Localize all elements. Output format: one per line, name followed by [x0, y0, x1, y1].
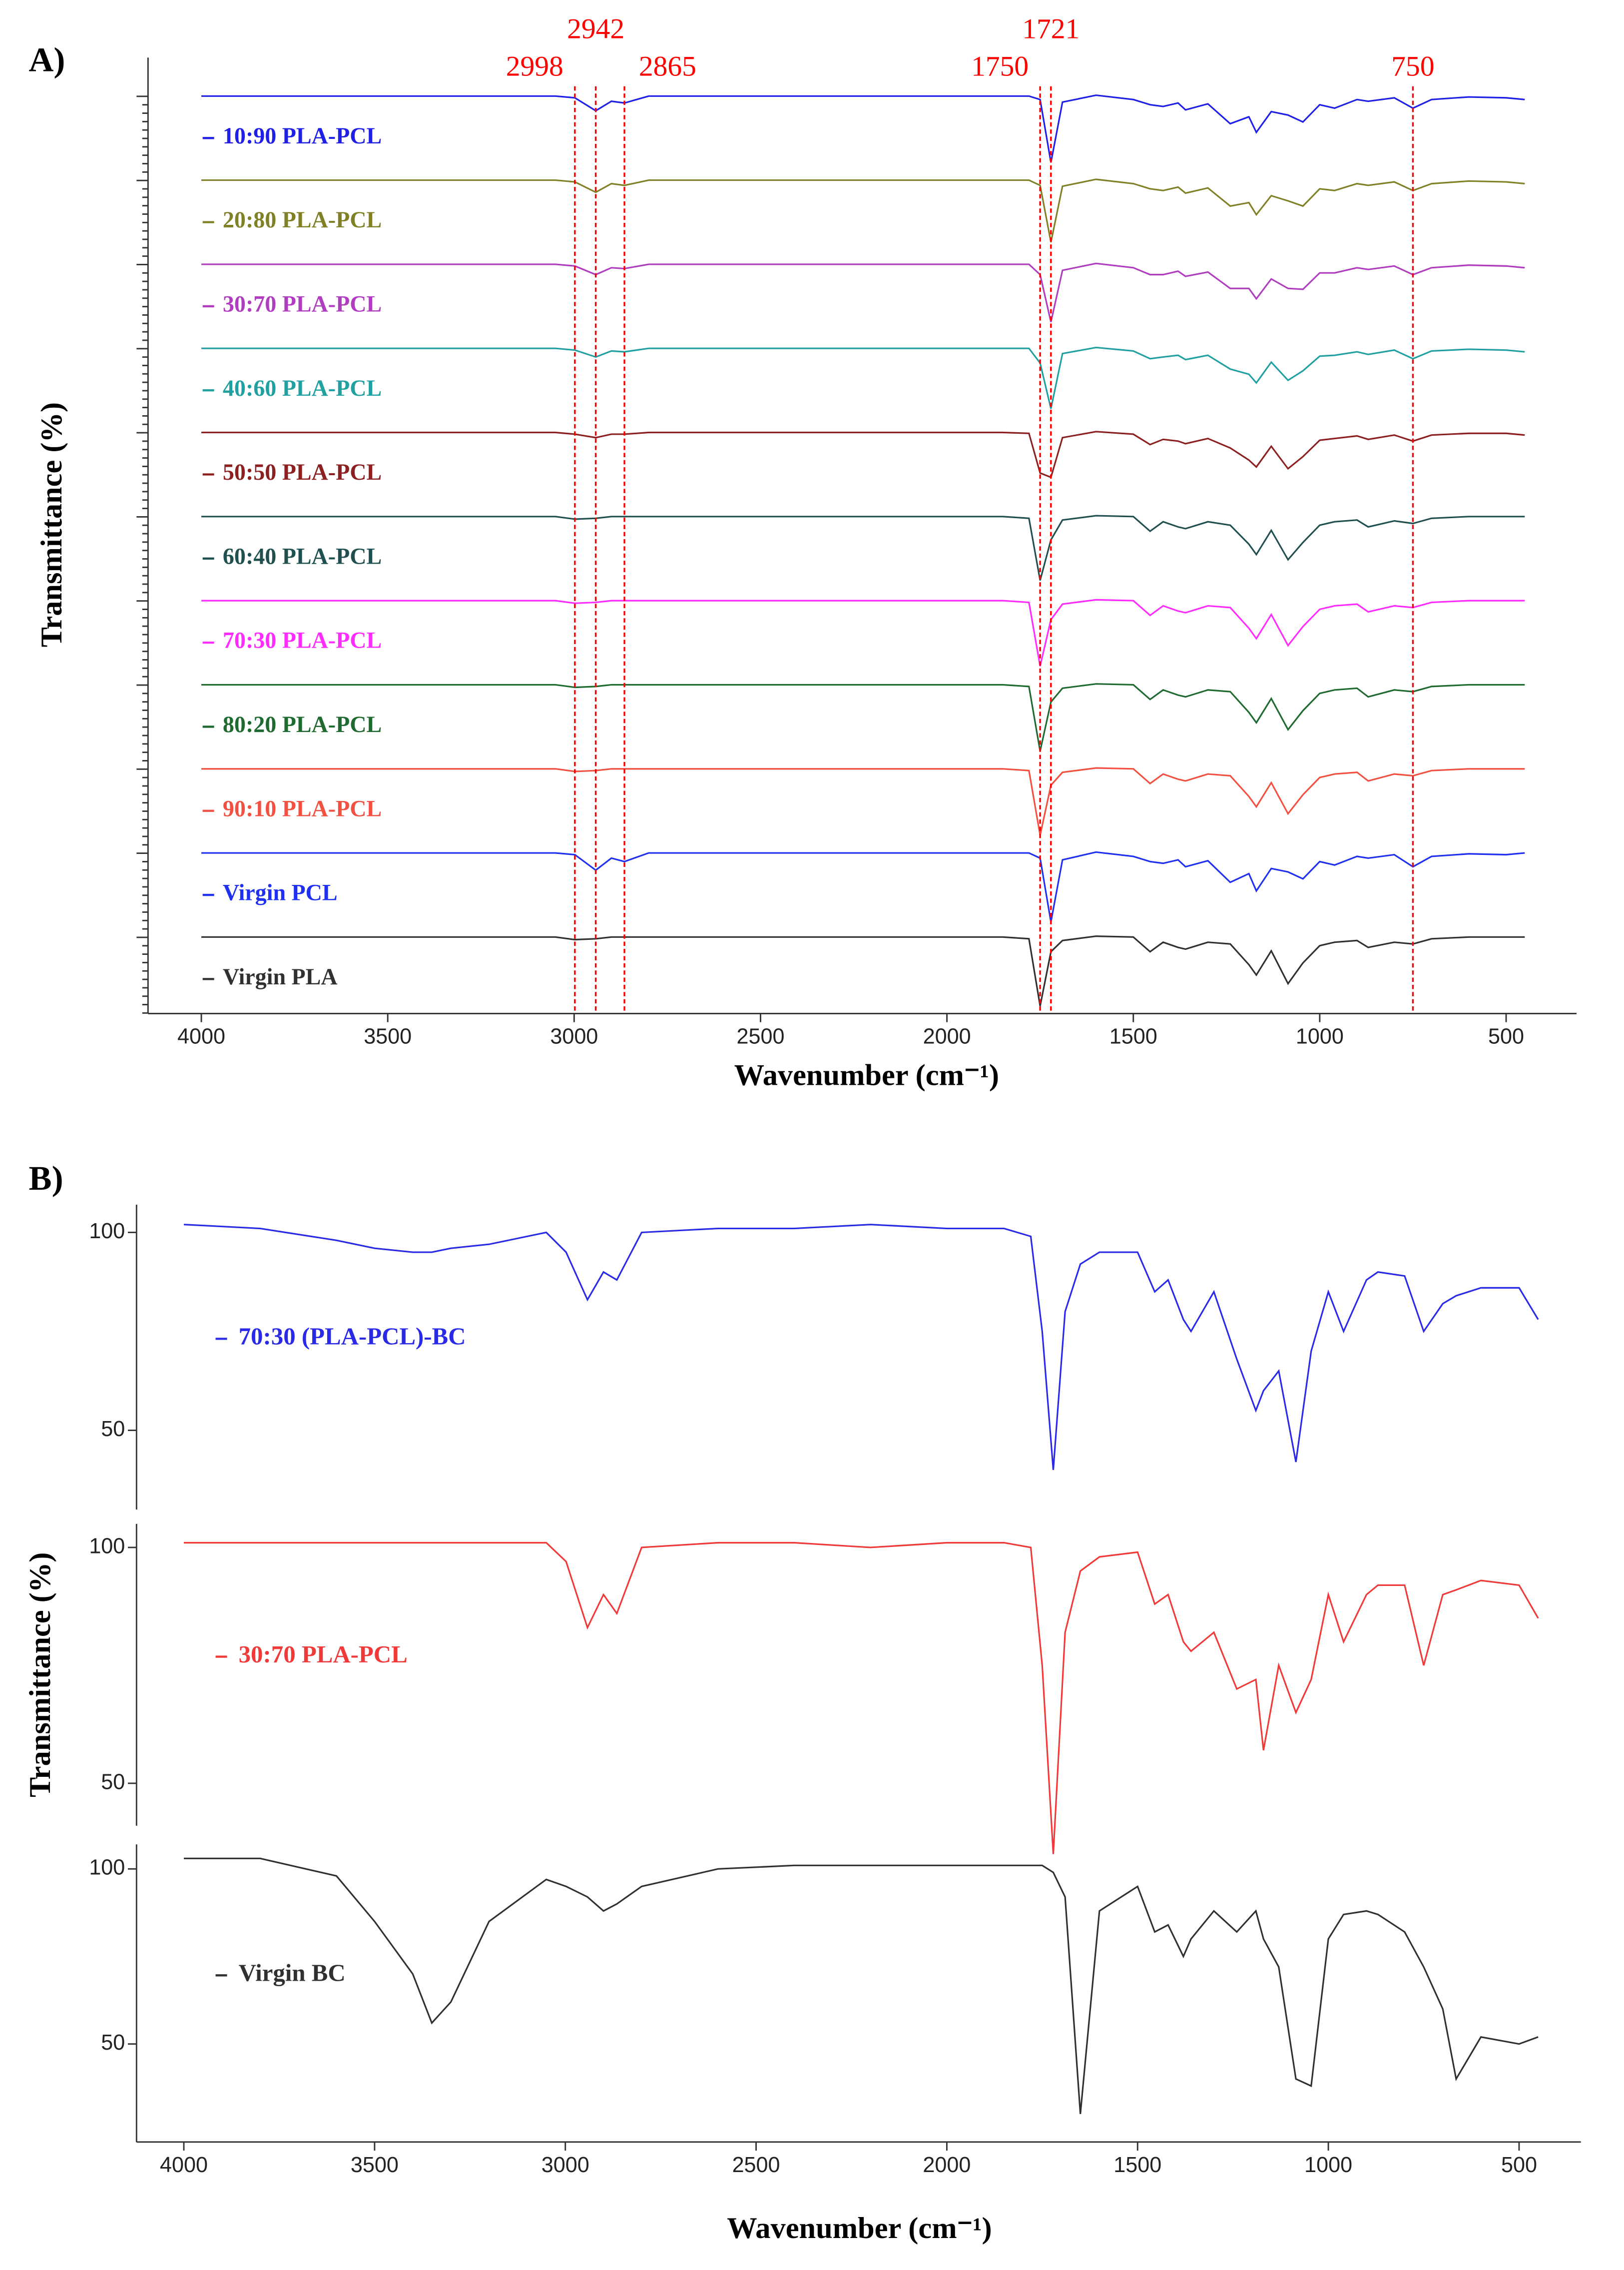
x-tick-label: 4000: [160, 2153, 208, 2177]
x-tick-label: 500: [1501, 2153, 1537, 2177]
x-tick-label: 2000: [923, 2153, 971, 2177]
spectrum: [201, 515, 1525, 581]
spectrum: [201, 94, 1525, 163]
panel-label: A): [29, 40, 65, 79]
spectrum: [201, 431, 1525, 479]
x-tick-label: 3500: [364, 1025, 412, 1049]
x-tick-label: 500: [1488, 1025, 1524, 1049]
y-tick-label: 100: [89, 1534, 125, 1558]
spectrum: [201, 851, 1525, 922]
spectrum: [183, 1224, 1539, 1470]
legend-label: 80:20 PLA-PCL: [223, 712, 382, 737]
legend-label: 30:70 PLA-PCL: [239, 1640, 408, 1668]
legend-label: 60:40 PLA-PCL: [223, 543, 382, 569]
marker-label: 1750: [971, 50, 1029, 82]
x-tick-label: 2000: [923, 1025, 971, 1049]
legend-label: 70:30 PLA-PCL: [223, 628, 382, 653]
y-tick-label: 50: [101, 1770, 125, 1794]
y-axis-title: Transmittance (%): [35, 402, 68, 647]
spectrum: [184, 1541, 1539, 1854]
marker-label: 1721: [1022, 13, 1080, 45]
x-axis-title: Wavenumber (cm⁻¹): [734, 1059, 999, 1092]
marker-label: 2942: [567, 13, 624, 45]
spectrum: [201, 767, 1525, 835]
x-tick-label: 2500: [736, 1025, 784, 1049]
legend-label: 70:30 (PLA-PCL)-BC: [239, 1323, 466, 1350]
marker-label: 2998: [506, 50, 563, 82]
x-tick-label: 3000: [541, 2153, 589, 2177]
spectrum: [201, 935, 1525, 1006]
legend-label: 90:10 PLA-PCL: [223, 795, 382, 821]
x-tick-label: 3000: [550, 1025, 598, 1049]
marker-label: 750: [1391, 50, 1434, 82]
x-tick-label: 1000: [1304, 2153, 1352, 2177]
legend-label: 40:60 PLA-PCL: [223, 375, 382, 401]
spectrum: [184, 1857, 1539, 2114]
x-tick-label: 1500: [1109, 1025, 1157, 1049]
x-tick-label: 1000: [1296, 1025, 1344, 1049]
legend-label: Virgin BC: [239, 1959, 346, 1987]
marker-label: 2865: [639, 50, 696, 82]
legend-label: 10:90 PLA-PCL: [223, 123, 382, 148]
y-tick-label: 50: [101, 2031, 125, 2055]
panel-label: B): [29, 1159, 63, 1197]
legend-label: Virgin PLA: [223, 964, 338, 989]
y-tick-label: 50: [101, 1417, 125, 1441]
spectrum: [201, 346, 1525, 409]
y-tick-label: 100: [89, 1856, 125, 1880]
legend-label: Virgin PCL: [223, 880, 338, 905]
x-tick-label: 3500: [351, 2153, 399, 2177]
legend-label: 50:50 PLA-PCL: [223, 459, 382, 485]
y-axis-title: Transmittance (%): [23, 1552, 57, 1797]
legend-label: 30:70 PLA-PCL: [223, 291, 382, 316]
legend-label: 20:80 PLA-PCL: [223, 207, 382, 232]
spectrum: [201, 178, 1525, 243]
spectrum: [201, 683, 1525, 752]
x-tick-label: 1500: [1113, 2153, 1161, 2177]
x-axis-title: Wavenumber (cm⁻¹): [727, 2212, 992, 2245]
x-tick-label: 2500: [732, 2153, 780, 2177]
spectrum: [201, 599, 1525, 667]
spectrum: [201, 262, 1525, 322]
x-tick-label: 4000: [177, 1025, 225, 1049]
y-tick-label: 100: [89, 1219, 125, 1243]
